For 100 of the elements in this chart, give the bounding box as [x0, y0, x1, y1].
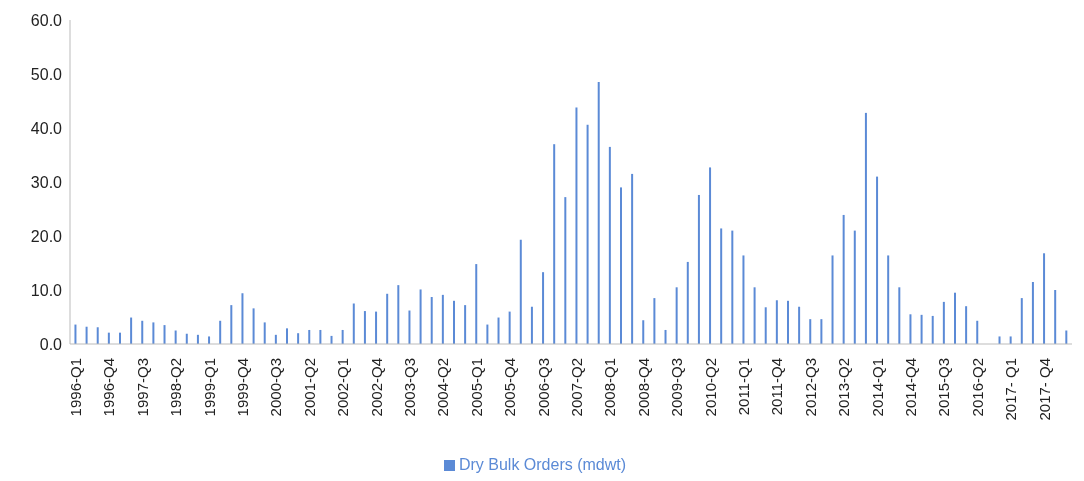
x-tick-label: 1997-Q3	[133, 358, 151, 417]
bar	[853, 230, 856, 344]
bar	[898, 287, 901, 344]
bar	[809, 319, 812, 344]
bar	[475, 264, 478, 344]
y-tick-label: 40.0	[30, 119, 63, 137]
bar	[653, 298, 656, 344]
bar	[686, 261, 689, 344]
bar	[664, 329, 667, 344]
bar	[430, 297, 433, 344]
bar	[942, 301, 945, 344]
x-tick-label: 1996-Q1	[67, 358, 85, 417]
legend-label: Dry Bulk Orders (mdwt)	[458, 456, 627, 473]
y-tick-label: 0.0	[39, 335, 63, 353]
bar	[775, 300, 778, 344]
bar	[642, 320, 645, 344]
bar	[252, 308, 255, 344]
x-tick-label: 2014-Q4	[902, 358, 920, 417]
bar	[285, 328, 288, 344]
bar	[263, 322, 266, 344]
bar	[85, 326, 88, 344]
bar	[742, 255, 745, 344]
bar	[976, 320, 979, 344]
y-tick-label: 20.0	[30, 227, 63, 245]
bar	[631, 173, 634, 344]
x-tick-label: 2008-Q4	[634, 358, 652, 417]
bar	[920, 314, 923, 344]
x-tick-label: 2014-Q1	[868, 358, 886, 417]
bar	[586, 124, 589, 344]
bar	[419, 289, 422, 344]
x-tick-label: 2006-Q3	[534, 358, 552, 417]
bar	[497, 317, 500, 344]
bar	[363, 311, 366, 344]
x-tick-label: 2002-Q4	[367, 358, 385, 417]
bar	[530, 306, 533, 344]
x-tick-label: 1999-Q4	[234, 358, 252, 417]
bar	[1009, 336, 1012, 344]
x-tick-label: 1999-Q1	[200, 358, 218, 417]
x-tick-label: 2011-Q1	[735, 358, 753, 416]
bar	[887, 255, 890, 344]
bar	[308, 329, 311, 344]
bar	[820, 319, 823, 344]
x-tick-label: 1998-Q2	[167, 358, 185, 417]
bar	[486, 324, 489, 344]
x-tick-label: 2002-Q1	[334, 358, 352, 417]
x-tick-label: 2001-Q2	[300, 358, 318, 417]
bar	[720, 228, 723, 344]
y-tick-label: 30.0	[30, 173, 63, 191]
bar	[1054, 290, 1057, 344]
x-tick-label: 2005-Q1	[467, 358, 485, 417]
bar	[998, 336, 1001, 344]
bar	[553, 144, 556, 344]
bar	[441, 294, 444, 344]
bar	[953, 292, 956, 344]
y-tick-label: 10.0	[30, 281, 63, 299]
bar	[608, 146, 611, 344]
x-tick-label: 2008-Q1	[601, 358, 619, 417]
x-tick-label: 2016-Q2	[968, 358, 986, 417]
bar	[709, 167, 712, 344]
bar	[753, 287, 756, 344]
bar	[675, 287, 678, 344]
bar	[1031, 281, 1034, 344]
bar	[909, 314, 912, 344]
bar	[141, 320, 144, 344]
x-tick-label: 2000-Q3	[267, 358, 285, 417]
y-tick-label: 50.0	[30, 65, 63, 83]
bar	[386, 293, 389, 344]
bar	[163, 325, 166, 344]
x-tick-label: 2003-Q3	[401, 358, 419, 417]
bar	[241, 293, 244, 344]
bar	[96, 327, 99, 344]
bar	[464, 305, 467, 344]
x-tick-label: 2009-Q3	[668, 358, 686, 417]
bar	[697, 194, 700, 344]
bar	[297, 333, 300, 344]
bar	[219, 320, 222, 344]
bar	[1020, 298, 1023, 344]
bar	[731, 230, 734, 344]
bar	[764, 307, 767, 344]
y-tick-label: 60.0	[30, 11, 63, 29]
x-tick-label: 2017- Q1	[1002, 358, 1020, 421]
x-tick-label: 2004-Q2	[434, 358, 452, 417]
bar	[397, 285, 400, 344]
bar	[864, 112, 867, 344]
bar	[452, 300, 455, 344]
bar	[408, 310, 411, 344]
x-tick-label: 2007-Q2	[568, 358, 586, 417]
bar	[508, 311, 511, 344]
bar	[74, 324, 77, 344]
bar	[542, 272, 545, 344]
bar	[876, 176, 879, 344]
bar	[208, 336, 211, 344]
bar	[831, 255, 834, 344]
x-tick-label: 2011-Q4	[768, 358, 786, 416]
bar	[965, 306, 968, 344]
bar	[152, 322, 155, 344]
bar	[575, 107, 578, 344]
bar	[842, 214, 845, 344]
x-tick-label: 2013-Q2	[835, 358, 853, 417]
bar	[564, 197, 567, 344]
